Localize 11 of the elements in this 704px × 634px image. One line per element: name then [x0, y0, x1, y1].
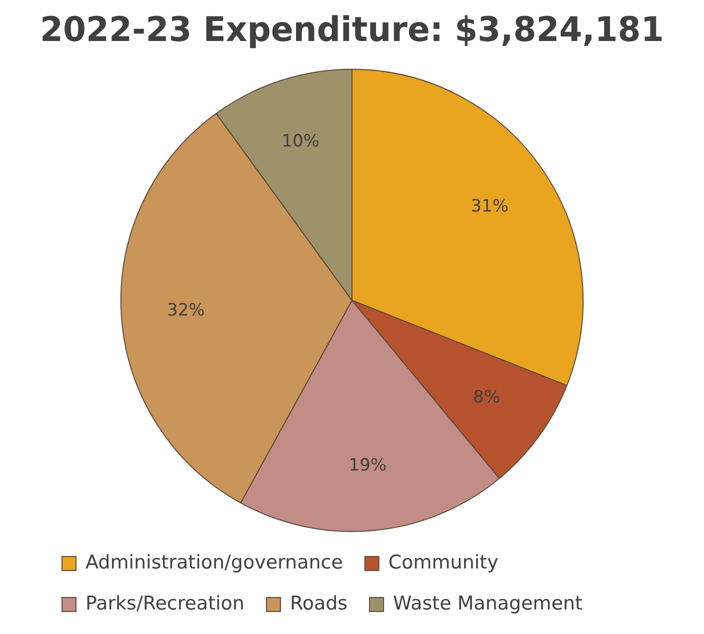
- legend-label: Waste Management: [393, 592, 582, 614]
- chart-title: 2022-23 Expenditure: $3,824,181: [40, 10, 664, 50]
- legend-label: Administration/governance: [86, 551, 343, 574]
- data-label: 8%: [473, 388, 500, 408]
- data-label: 31%: [470, 196, 509, 216]
- legend-label: Parks/Recreation: [86, 592, 244, 614]
- data-label: 32%: [167, 300, 205, 320]
- data-label: 10%: [282, 132, 320, 152]
- legend-label: Roads: [290, 592, 348, 614]
- data-label: 19%: [348, 455, 387, 476]
- legend-label: Community: [388, 551, 498, 574]
